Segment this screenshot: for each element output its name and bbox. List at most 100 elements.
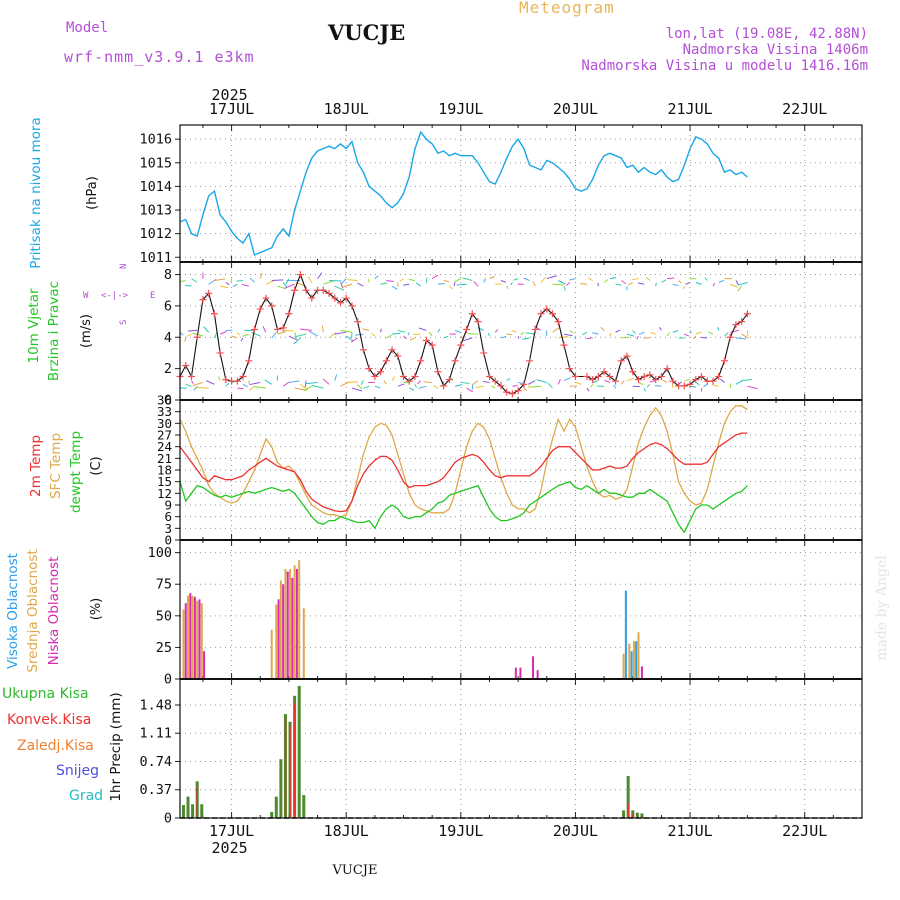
panel-precip: 0 0.37 0.74 1.11 1.48 [139,679,863,827]
wind-arrow [684,378,691,382]
wind-arrow [672,330,679,333]
wind-gust-marker [394,352,402,360]
y-tick-label: 0.37 [139,782,172,798]
wind-gust-marker [405,377,413,385]
wind-arrow [563,285,566,291]
wind-arrow [588,277,593,281]
wind-arrow [294,333,307,338]
y-tick-label: 75 [156,577,172,593]
cloud-bar [624,590,627,679]
y-tick-label: 100 [148,545,172,561]
wind-gust-marker [531,325,539,333]
wind-gust-marker [422,336,430,344]
wind-gust-marker [354,318,362,326]
wind-arrow [347,279,358,282]
wind-arrow [225,281,230,286]
wind-arrow [737,285,743,292]
cloud-bar [286,571,289,679]
legend-entry-0: Ukupna Kisa [2,686,89,702]
wind-arrow [661,279,667,283]
ylabel-unit-cloud: (%) [89,598,104,621]
wind-arrow [454,278,462,283]
wind-arrow [513,278,519,281]
cloud-bar [275,604,278,679]
precip-bar [635,812,639,818]
y-tick-label: 33 [157,404,172,419]
wind-arrow [231,335,237,339]
wind-arrow [213,332,218,339]
wind-arrow [655,282,657,287]
y-tick-label: 0 [164,672,172,688]
wind-arrow [717,326,720,331]
compass-south: S [119,320,129,325]
cloud-bar [637,632,640,679]
cloud-bar [193,596,196,679]
wind-arrow [192,381,204,387]
wind-arrow [288,380,300,383]
wind-gust-marker [680,382,688,390]
station-title: VUCJE [328,20,406,45]
wind-arrow [626,377,635,382]
wind-gust-marker [497,382,505,390]
wind-arrow [512,385,518,387]
wind-arrow [582,331,588,336]
wind-arrow [236,331,240,336]
wind-arrow [454,329,462,334]
lonlat-label: lon,lat (19.08E, 42.88N) [665,26,868,42]
precip-bar [196,785,198,818]
precip-bar [200,804,204,818]
cloud-bar [189,593,192,679]
series-line-sfc-temp [179,405,748,518]
wind-gust-marker [331,294,339,302]
cloud-bar [291,577,294,679]
wind-gust-marker [629,368,637,376]
wind-arrow [334,331,347,335]
wind-gust-marker [233,377,241,385]
cloud-bar [282,584,285,679]
ylabel-unit-pressure: (hPa) [85,176,100,210]
y-tick-label: 12 [157,486,172,501]
wind-arrow [695,331,702,335]
wind-arrow [230,278,233,282]
wind-gust-marker [296,271,304,279]
wind-arrow [621,280,627,285]
y-tick-label: 6 [164,509,172,524]
legend-entry-2: Zaledj.Kisa [17,738,94,754]
wind-arrow [483,278,487,283]
wind-arrow [236,280,244,282]
wind-arrow [592,380,599,383]
wind-arrow [237,387,244,390]
ylabel-cloud-mid: Srednja Oblacnost [25,549,41,672]
wind-arrow [431,274,439,280]
y-tick-label: 0 [164,533,172,548]
wind-arrow [322,378,330,385]
wind-arrow [746,330,749,336]
ylabel-temp-dewpoint: dewpt Temp [68,431,84,513]
wind-arrow [500,336,507,339]
wind-arrow [346,381,359,383]
wind-arrow [357,282,364,287]
panel-wind: 0 2 4 6 8 [164,262,863,409]
precip-bar [289,726,291,818]
wind-arrow [242,383,248,388]
top-x-tick-label: 17JUL [209,100,254,118]
wind-arrow [391,285,398,290]
wind-arrow [632,278,639,280]
wind-arrow [523,277,530,281]
y-tick-label: 0.74 [139,754,172,770]
top-x-tick-label: 20JUL [553,100,598,118]
wind-arrow [466,387,474,393]
wind-arrow [403,335,407,340]
wind-arrow [477,327,484,331]
wind-arrow [418,327,427,331]
wind-arrow [191,278,198,283]
wind-arrow [407,332,410,336]
wind-arrow [391,376,396,381]
wind-arrow [637,282,645,285]
y-tick-label: 36 [157,393,172,408]
wind-arrow [363,385,370,389]
wind-gust-marker [640,372,648,380]
wind-arrow [249,277,255,283]
y-tick-label: 1013 [139,203,172,219]
wind-gust-marker [554,318,562,326]
